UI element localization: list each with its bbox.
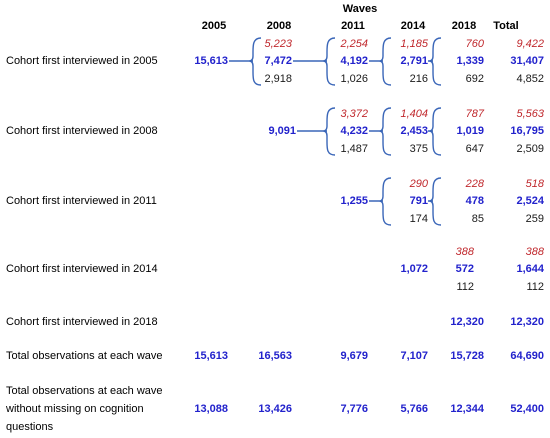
total-wave-2011: 9,679 — [340, 350, 368, 362]
cohort-2008-wave-2014-attrition: 1,404 — [400, 108, 428, 120]
col-2011-header: 2011 — [341, 20, 365, 32]
cohort-2008-total-other: 2,509 — [516, 143, 544, 155]
brace-2011d-to-2014 — [369, 177, 392, 226]
cohort-2018-total: 12,320 — [510, 316, 544, 328]
cohort-2011-wave-2014-other: 174 — [409, 213, 428, 225]
cohort-2008-total-attrition: 5,563 — [516, 108, 544, 120]
row-label-cohort-2014: Cohort first interviewed in 2014 — [6, 263, 158, 275]
cohort-2008-wave-2018-other: 647 — [465, 143, 484, 155]
row-label-cohort-2005: Cohort first interviewed in 2005 — [6, 55, 158, 67]
total-wave-2008: 16,563 — [258, 350, 292, 362]
cohort-2014-wave-2018-other: 112 — [456, 281, 474, 293]
cohort-2011-wave-2018-attrition: 228 — [465, 178, 484, 190]
brace-2008-to-2011 — [293, 37, 336, 86]
col-2005-header: 2005 — [201, 20, 227, 32]
cognition-wave-2014: 5,766 — [400, 403, 428, 415]
row-label-cognition-line2: without missing on cognition — [6, 403, 144, 415]
cohort-2014-total-retained: 1,644 — [516, 263, 544, 275]
cohort-2008-wave-2011-other: 1,487 — [340, 143, 368, 155]
cohort-2008-wave-2014-other: 375 — [409, 143, 428, 155]
brace-2011-to-2014 — [369, 37, 392, 86]
brace-2014-to-2018 — [428, 37, 442, 86]
row-label-cohort-2018: Cohort first interviewed in 2018 — [6, 316, 158, 328]
total-wave-2005: 15,613 — [194, 350, 228, 362]
cohort-2011-wave-2018-other: 85 — [471, 213, 484, 225]
cohort-2005-wave-2014-attrition: 1,185 — [400, 38, 428, 50]
cohort-2014-wave-2014: 1,072 — [400, 263, 428, 275]
cohort-2005-wave-2008-retained: 7,472 — [264, 55, 292, 67]
brace-2014d-to-2018 — [428, 177, 442, 226]
brace-2005-to-2008 — [229, 37, 262, 86]
total-all-waves: 64,690 — [510, 350, 544, 362]
cognition-all-waves: 52,400 — [510, 403, 544, 415]
cohort-2011-wave-2011: 1,255 — [340, 195, 368, 207]
cohort-2018-wave-2018: 12,320 — [450, 316, 484, 328]
col-2008-header: 2008 — [266, 20, 292, 32]
total-wave-2018: 15,728 — [450, 350, 484, 362]
cohort-2005-wave-2014-retained: 2,791 — [400, 55, 428, 67]
row-label-totals: Total observations at each wave — [6, 350, 163, 362]
cohort-2005-wave-2018-attrition: 760 — [465, 38, 484, 50]
waves-title: Waves — [342, 3, 378, 15]
cohort-2005-wave-2018-other: 692 — [465, 73, 484, 85]
cohort-2005-wave-2008-attrition: 5,223 — [264, 38, 292, 50]
cohort-2005-total-other: 4,852 — [516, 73, 544, 85]
total-wave-2014: 7,107 — [400, 350, 428, 362]
brace-group — [229, 37, 442, 226]
cohort-2005-total-retained: 31,407 — [510, 55, 544, 67]
cohort-2008-total-retained: 16,795 — [510, 125, 544, 137]
row-label-cognition-line1: Total observations at each wave — [6, 385, 163, 397]
brace-2011c-to-2014 — [369, 107, 392, 156]
col-total-header: Total — [493, 20, 519, 32]
cohort-2008-wave-2011-retained: 4,232 — [340, 125, 368, 137]
cohort-2011-wave-2014-retained: 791 — [409, 195, 428, 207]
row-label-cohort-2011: Cohort first interviewed in 2011 — [6, 195, 157, 207]
cognition-wave-2008: 13,426 — [258, 403, 292, 415]
cohort-2011-wave-2014-attrition: 290 — [409, 178, 428, 190]
cohort-2005-wave-2005: 15,613 — [194, 55, 228, 67]
cohort-2014-total-attrition: 388 — [525, 246, 544, 258]
cohort-2008-wave-2008: 9,091 — [268, 125, 296, 137]
cohort-2005-total-attrition: 9,422 — [516, 38, 544, 50]
cohort-2011-wave-2018-retained: 478 — [465, 195, 484, 207]
cohort-2014-wave-2018-attrition: 388 — [455, 246, 474, 258]
cohort-2005-wave-2011-other: 1,026 — [340, 73, 368, 85]
cohort-2005-wave-2011-retained: 4,192 — [340, 55, 368, 67]
cohort-2008-wave-2018-attrition: 787 — [465, 108, 484, 120]
cohort-2008-wave-2014-retained: 2,453 — [400, 125, 428, 137]
cohort-2005-wave-2018-retained: 1,339 — [456, 55, 484, 67]
cohort-2005-wave-2014-other: 216 — [409, 73, 428, 85]
cohort-2005-wave-2011-attrition: 2,254 — [340, 38, 368, 50]
cohort-2008-wave-2011-attrition: 3,372 — [340, 108, 368, 120]
brace-2008c-to-2011 — [297, 107, 336, 156]
cohort-2011-total-retained: 2,524 — [516, 195, 544, 207]
row-label-cognition-line3: questions — [6, 421, 54, 433]
cognition-wave-2005: 13,088 — [194, 403, 228, 415]
brace-2014c-to-2018 — [428, 107, 442, 156]
col-2018-header: 2018 — [451, 20, 477, 32]
cohort-2014-total-other: 112 — [526, 281, 544, 293]
cohort-2008-wave-2018-retained: 1,019 — [456, 125, 484, 137]
cognition-wave-2018: 12,344 — [450, 403, 484, 415]
cohort-2011-total-attrition: 518 — [525, 178, 544, 190]
cohort-2011-total-other: 259 — [525, 213, 544, 225]
col-2014-header: 2014 — [400, 20, 426, 32]
cohort-2014-wave-2018-retained: 572 — [455, 263, 474, 275]
cognition-wave-2011: 7,776 — [340, 403, 368, 415]
cohort-2005-wave-2008-other: 2,918 — [264, 73, 292, 85]
row-label-cohort-2008: Cohort first interviewed in 2008 — [6, 125, 158, 137]
